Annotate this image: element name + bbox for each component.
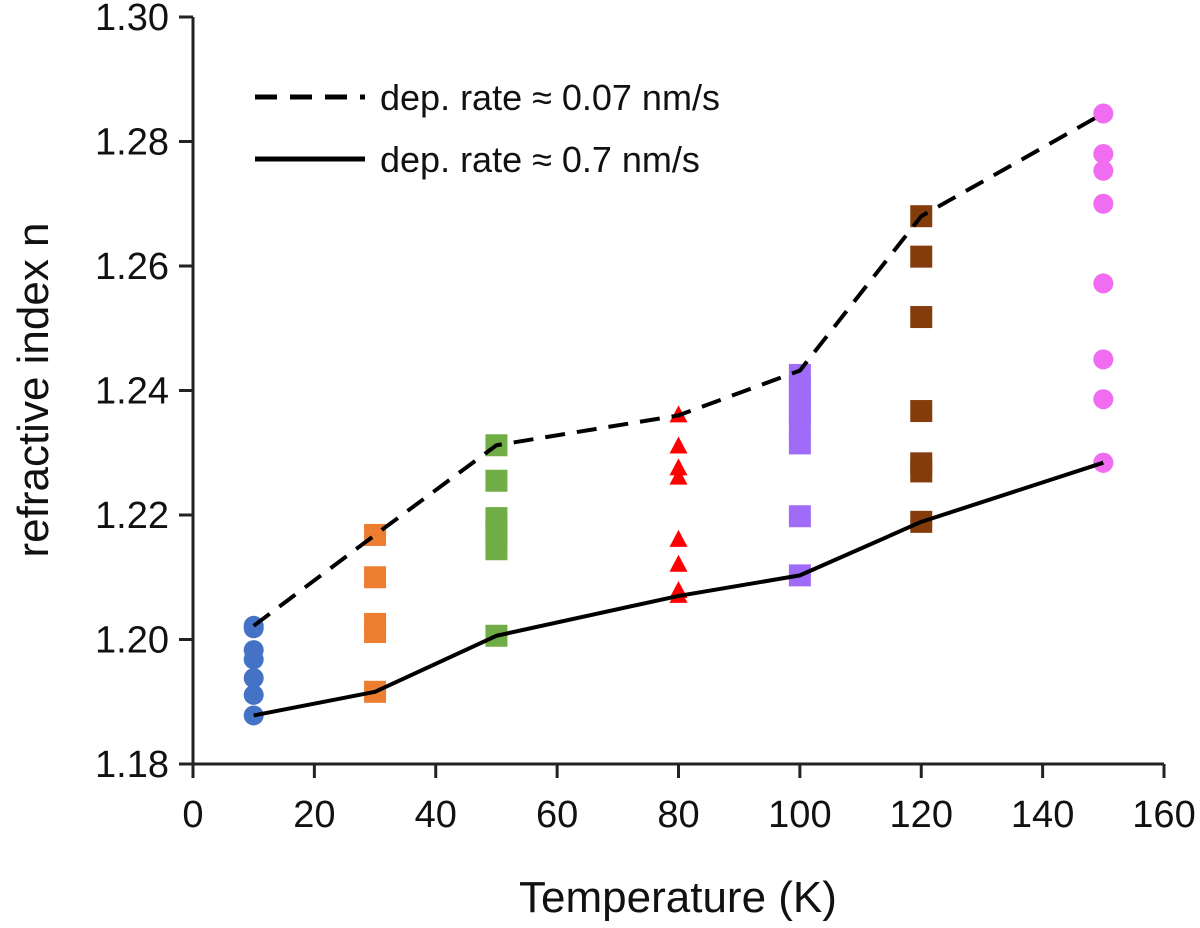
legend-label-slow-rate: dep. rate ≈ 0.07 nm/s (380, 77, 720, 118)
marker-30k (364, 621, 387, 644)
marker-120k (910, 400, 933, 423)
x-axis-title: Temperature (K) (519, 873, 837, 922)
dashed-line-slow-rate (252, 111, 1105, 628)
y-tick-label: 1.28 (95, 122, 169, 164)
x-tick-label: 60 (536, 794, 578, 836)
marker-120k (910, 245, 933, 268)
y-tick-label: 1.22 (95, 495, 169, 537)
y-tick-label: 1.18 (95, 744, 169, 786)
marker-10k (243, 649, 264, 670)
marker-10k (243, 684, 264, 705)
marker-150k (1093, 160, 1114, 181)
y-tick-label: 1.24 (95, 371, 169, 413)
marker-30k (364, 566, 387, 589)
marker-100k (788, 432, 811, 455)
marker-150k (1093, 143, 1114, 164)
marker-80k (669, 458, 688, 476)
marker-80k (669, 554, 688, 572)
marker-80k (669, 467, 688, 485)
marker-50k (485, 469, 508, 492)
marker-10k (243, 668, 264, 689)
legend: dep. rate ≈ 0.07 nm/s dep. rate ≈ 0.7 nm… (255, 77, 720, 180)
marker-100k (788, 505, 811, 528)
data-markers (243, 103, 1114, 726)
y-tick-label: 1.26 (95, 246, 169, 288)
y-axis-ticks: 1.18 1.20 1.22 1.24 1.26 1.28 1.30 (95, 0, 193, 786)
trend-lines (252, 111, 1105, 718)
x-axis-ticks: 0 20 40 60 80 100 120 140 160 (182, 764, 1196, 836)
marker-120k (910, 306, 933, 329)
axes (191, 17, 1164, 766)
y-axis-title: refractive index n (9, 222, 58, 557)
x-tick-label: 140 (1011, 794, 1074, 836)
x-tick-label: 20 (293, 794, 335, 836)
x-tick-label: 80 (657, 794, 699, 836)
solid-line-fast-rate (253, 460, 1104, 718)
marker-80k (669, 436, 688, 454)
marker-80k (669, 529, 688, 547)
marker-150k (1093, 103, 1114, 124)
x-tick-label: 120 (890, 794, 953, 836)
marker-150k (1093, 349, 1114, 370)
marker-150k (1093, 193, 1114, 214)
marker-100k (788, 413, 811, 436)
x-tick-label: 100 (768, 794, 831, 836)
marker-50k (485, 538, 508, 561)
marker-150k (1093, 389, 1114, 410)
x-tick-label: 40 (415, 794, 457, 836)
y-tick-label: 1.20 (95, 620, 169, 662)
x-tick-label: 160 (1132, 794, 1195, 836)
legend-label-fast-rate: dep. rate ≈ 0.7 nm/s (380, 139, 700, 180)
marker-120k (910, 460, 933, 483)
x-tick-label: 0 (182, 794, 203, 836)
y-tick-label: 1.30 (95, 0, 169, 39)
marker-150k (1093, 273, 1114, 294)
